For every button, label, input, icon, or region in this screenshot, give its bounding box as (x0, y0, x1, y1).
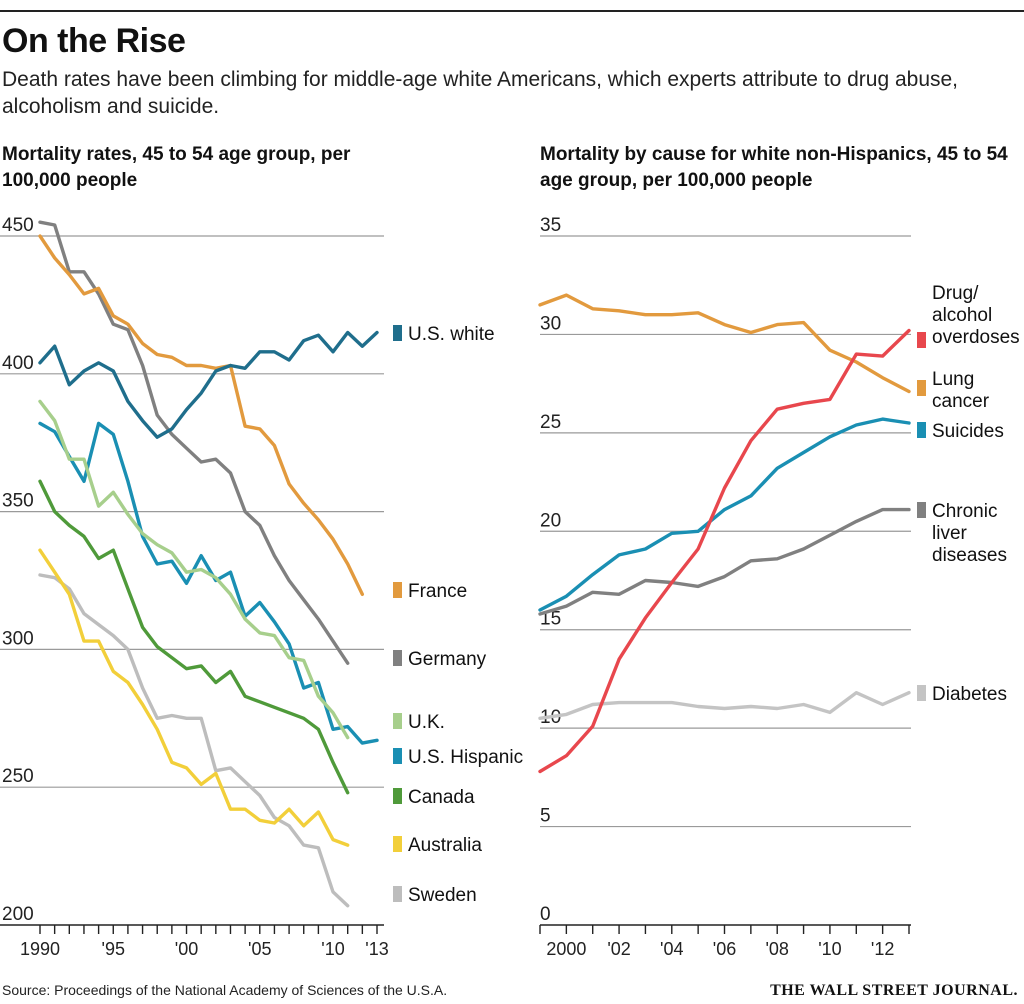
left-legend-swatch-france (393, 582, 402, 598)
left-legend-label-australia: Australia (408, 835, 482, 856)
right-y-tick-label: 25 (540, 412, 561, 433)
right-legend-swatch-drug-alcohol-overdoses (917, 332, 926, 348)
left-y-tick-label: 300 (2, 628, 34, 649)
left-y-tick-label: 200 (2, 904, 34, 925)
right-legend-swatch-suicides (917, 422, 926, 438)
left-line-australia (38, 548, 350, 847)
right-y-tick-label: 5 (540, 806, 551, 827)
right-x-tick-label: '02 (607, 939, 630, 959)
right-y-tick-label: 20 (540, 510, 561, 531)
right-chart: 051015202530352000'02'04'06'08'10'12Drug… (538, 215, 1020, 959)
page-title: On the Rise (2, 22, 186, 60)
left-y-tick-label: 400 (2, 353, 34, 374)
left-y-tick-label: 250 (2, 766, 34, 787)
left-line-sweden (38, 573, 350, 908)
left-line-u-k (38, 399, 350, 740)
right-line-chronic-liver-diseases (538, 507, 911, 616)
left-line-canada (38, 479, 350, 795)
right-legend-swatch-diabetes (917, 685, 926, 701)
left-x-tick-label: 1990 (20, 939, 60, 959)
source-note: Source: Proceedings of the National Acad… (2, 982, 448, 998)
left-line-germany (38, 220, 350, 665)
right-y-tick-label: 30 (540, 313, 561, 334)
right-x-tick-label: '08 (765, 939, 788, 959)
page-subtitle: Death rates have been climbing for middl… (2, 68, 959, 118)
right-line-suicides (538, 417, 911, 612)
left-y-tick-label: 350 (2, 491, 34, 512)
right-legend-label-lung-cancer: Lung cancer (932, 369, 990, 412)
left-legend-swatch-u-k (393, 713, 402, 729)
left-legend-label-germany: Germany (408, 649, 487, 670)
right-legend-label-diabetes: Diabetes (932, 684, 1007, 705)
left-legend-swatch-sweden (393, 886, 402, 902)
left-legend-label-canada: Canada (408, 787, 475, 808)
left-x-tick-label: '05 (248, 939, 271, 959)
right-legend-label-suicides: Suicides (932, 421, 1004, 442)
right-legend-label-drug-alcohol-overdoses: Drug/alcohol overdoses (932, 283, 1020, 348)
right-y-tick-label: 0 (540, 904, 551, 925)
right-legend-swatch-chronic-liver-diseases (917, 502, 926, 518)
right-line-drug-alcohol-overdoses (538, 328, 911, 774)
left-legend-label-u-k: U.K. (408, 712, 445, 733)
left-x-tick-label: '10 (321, 939, 344, 959)
right-y-tick-label: 35 (540, 215, 561, 236)
right-line-lung-cancer (538, 293, 911, 394)
left-line-u-s-hispanic (38, 421, 379, 745)
left-chart: 200 250 300 350 400 450 1990 '95 '00 '05 '10 '13 U.S… (0, 215, 523, 959)
left-x-tick-label: '13 (365, 939, 388, 959)
right-x-tick-label: '06 (713, 939, 736, 959)
right-legend-label-chronic-liver-diseases: Chronic liver diseases (932, 501, 1007, 566)
left-chart-title: Mortality rates, 45 to 54 age group, per… (2, 144, 351, 191)
right-x-tick-label: '10 (818, 939, 841, 959)
left-legend-swatch-germany (393, 650, 402, 666)
left-x-tick-label: '95 (102, 939, 125, 959)
left-legend-label-france: France (408, 581, 467, 602)
left-legend-swatch-u-s-hispanic (393, 748, 402, 764)
right-x-tick-label: '12 (871, 939, 894, 959)
left-legend-swatch-australia (393, 836, 402, 852)
top-rule (0, 10, 1024, 12)
left-legend-label-sweden: Sweden (408, 885, 477, 906)
right-x-tick-label: 2000 (546, 939, 586, 959)
left-legend-label-u-s-white: U.S. white (408, 324, 495, 345)
left-legend-swatch-canada (393, 788, 402, 804)
right-x-tick-label: '04 (660, 939, 683, 959)
right-legend-swatch-lung-cancer (917, 380, 926, 396)
publisher-logo: THE WALL STREET JOURNAL. (770, 982, 1018, 999)
left-y-tick-label: 450 (2, 215, 34, 236)
left-line-france (38, 234, 364, 596)
right-chart-title: Mortality by cause for white non-Hispani… (540, 144, 1008, 191)
right-line-diabetes (538, 691, 911, 720)
left-legend-label-u-s-hispanic: U.S. Hispanic (408, 747, 523, 768)
left-legend-swatch-u-s-white (393, 325, 402, 341)
left-line-u-s-white (38, 330, 379, 439)
left-x-tick-label: '00 (175, 939, 198, 959)
